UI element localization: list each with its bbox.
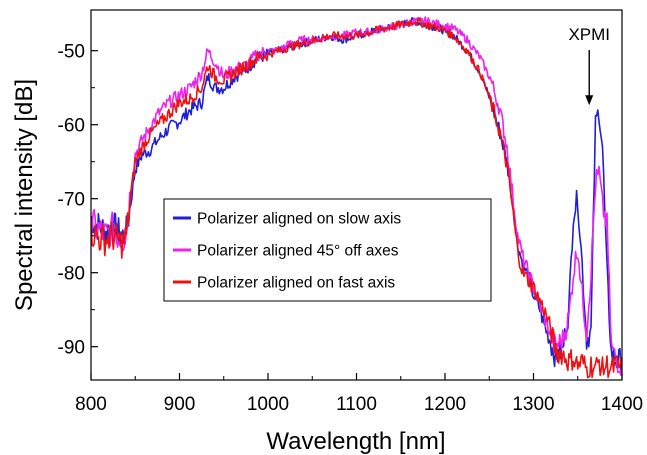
y-tick-label--80: -80: [58, 264, 85, 285]
annotation-label-1: XPMI: [568, 25, 610, 44]
x-axis-label: Wavelength [nm]: [266, 428, 445, 455]
legend-label-2: Polarizer aligned 45° off axes: [197, 243, 399, 260]
x-tick-label-1400: 1400: [601, 394, 643, 415]
x-tick-label-1200: 1200: [424, 394, 466, 415]
y-tick-label--50: -50: [58, 42, 85, 63]
y-axis-label: Spectral intensity [dB]: [11, 79, 38, 311]
y-tick-label--60: -60: [58, 116, 85, 137]
x-tick-label-1300: 1300: [512, 394, 554, 415]
legend-label-1: Polarizer aligned on slow axis: [197, 211, 401, 228]
plot-frame: [90, 9, 623, 381]
x-tick-label-1100: 1100: [336, 394, 377, 415]
y-tick-label--70: -70: [58, 190, 85, 211]
x-axis: 800 900 1000 1100 1200 1300 1400: [75, 373, 643, 415]
x-tick-label-800: 800: [75, 394, 107, 415]
legend: Polarizer aligned on slow axis Polarizer …: [163, 198, 492, 302]
series-layer: [91, 16, 622, 379]
annotation-layer: XPMI: [568, 25, 610, 106]
legend-label-3: Polarizer aligned on fast axis: [197, 275, 395, 292]
y-axis: -50 -60 -70 -80 -90: [58, 42, 98, 359]
x-tick-label-900: 900: [164, 394, 196, 415]
y-tick-label--90: -90: [58, 338, 85, 359]
series-line-1: [91, 17, 622, 372]
legend-box: [163, 198, 492, 302]
series-line-3: [91, 18, 622, 379]
annotation-arrow-head: [585, 95, 594, 106]
x-tick-label-1000: 1000: [247, 394, 289, 415]
